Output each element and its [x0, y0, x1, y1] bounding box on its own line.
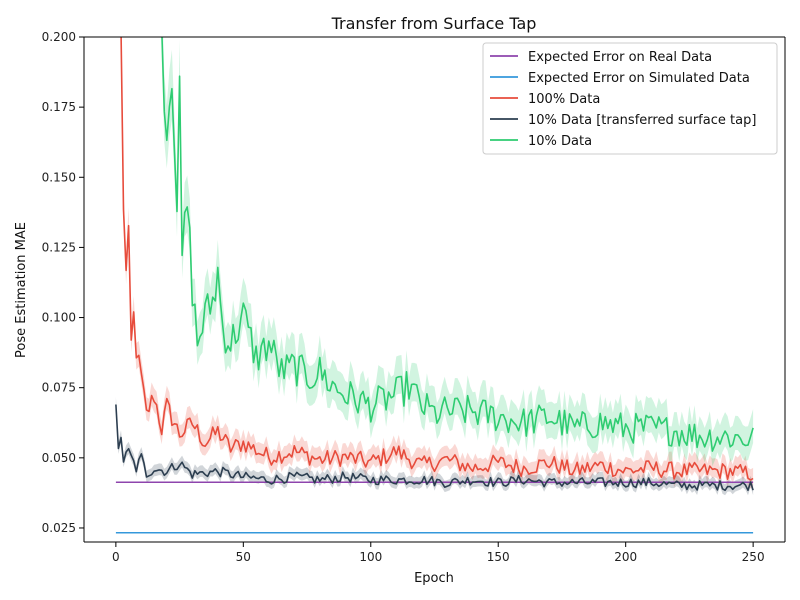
- x-axis-label: Epoch: [414, 571, 454, 586]
- series-line-10-data-transferred-surface-tap: [115, 404, 754, 492]
- y-tick-label: 0.075: [42, 381, 76, 395]
- legend-label-expected-error-on-simulated-data: Expected Error on Simulated Data: [528, 71, 750, 86]
- chart-title: Transfer from Surface Tap: [331, 14, 537, 33]
- y-tick-label: 0.200: [42, 30, 76, 44]
- series-line-10-data: [161, 37, 754, 452]
- x-tick-label: 200: [614, 550, 637, 564]
- x-tick-label: 250: [742, 550, 765, 564]
- x-ticks: 0 50 100 150 200 250: [112, 542, 765, 564]
- y-tick-label: 0.100: [42, 311, 76, 325]
- y-tick-label: 0.150: [42, 170, 76, 184]
- y-tick-label: 0.050: [42, 451, 76, 465]
- y-tick-label: 0.025: [42, 521, 76, 535]
- legend-frame: [482, 42, 778, 155]
- legend-label-100-data: 100% Data: [528, 92, 600, 107]
- series-lines: [115, 37, 754, 534]
- x-tick-label: 0: [112, 550, 120, 564]
- y-axis-label: Pose Estimation MAE: [14, 222, 29, 358]
- y-tick-label: 0.175: [42, 100, 76, 114]
- band-10-data: [161, 37, 754, 467]
- legend: Expected Error on Real Data Expected Erro…: [482, 42, 778, 155]
- legend-label-10-data: 10% Data: [528, 134, 592, 149]
- legend-label-10-data-transferred-surface-tap: 10% Data [transferred surface tap]: [528, 113, 756, 128]
- series-line-100-data: [120, 37, 754, 481]
- x-tick-label: 50: [236, 550, 251, 564]
- y-ticks: 0.025 0.050 0.075 0.100 0.125 0.150 0.175 0.200: [42, 30, 84, 535]
- legend-label-expected-error-on-real-data: Expected Error on Real Data: [528, 50, 712, 65]
- x-tick-label: 100: [359, 550, 382, 564]
- y-tick-label: 0.125: [42, 240, 76, 254]
- x-tick-label: 150: [487, 550, 510, 564]
